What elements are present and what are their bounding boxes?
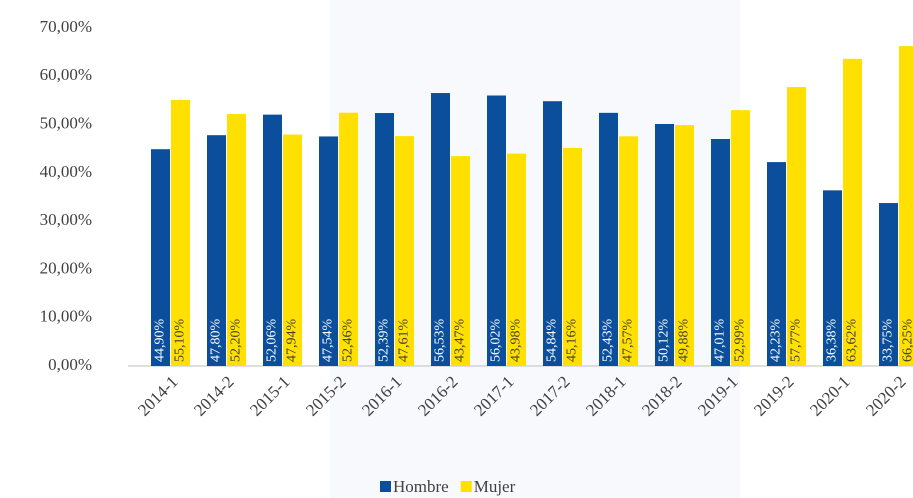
bar bbox=[395, 136, 414, 366]
value-label: 66,25% bbox=[901, 319, 913, 363]
bar bbox=[655, 123, 674, 366]
value-label: 42,23% bbox=[769, 319, 784, 363]
bar bbox=[543, 101, 562, 366]
value-label: 47,01% bbox=[713, 319, 728, 363]
value-label: 56,02% bbox=[489, 319, 504, 363]
value-label: 36,38% bbox=[825, 319, 840, 363]
bar bbox=[823, 190, 842, 366]
y-tick-label: 40,00% bbox=[40, 162, 92, 181]
y-tick-label: 20,00% bbox=[40, 258, 92, 277]
bar bbox=[339, 112, 358, 366]
legend-label: Hombre bbox=[393, 477, 449, 496]
bar bbox=[207, 135, 226, 366]
bar bbox=[507, 153, 526, 366]
bar bbox=[899, 46, 913, 366]
value-label: 54,84% bbox=[545, 319, 560, 363]
legend-swatch bbox=[460, 481, 472, 492]
value-label: 52,43% bbox=[601, 319, 616, 363]
bar bbox=[263, 114, 282, 366]
value-label: 44,90% bbox=[153, 319, 168, 363]
value-label: 45,16% bbox=[565, 319, 580, 363]
bar bbox=[767, 162, 786, 366]
value-label: 52,99% bbox=[733, 319, 748, 363]
value-label: 52,06% bbox=[265, 319, 280, 363]
bar bbox=[451, 156, 470, 366]
bar bbox=[563, 147, 582, 366]
bar bbox=[675, 125, 694, 367]
bar bbox=[843, 58, 862, 367]
value-label: 47,57% bbox=[621, 319, 636, 363]
bar bbox=[879, 203, 898, 366]
value-label: 47,54% bbox=[321, 319, 336, 363]
bar bbox=[599, 112, 618, 366]
bar bbox=[375, 113, 394, 366]
bar bbox=[319, 136, 338, 366]
value-label: 43,98% bbox=[509, 319, 524, 363]
value-label: 57,77% bbox=[789, 319, 804, 363]
value-label: 52,46% bbox=[341, 319, 356, 363]
value-label: 52,39% bbox=[377, 319, 392, 363]
y-tick-label: 60,00% bbox=[40, 65, 92, 84]
bar bbox=[731, 110, 750, 366]
value-label: 43,47% bbox=[453, 319, 468, 363]
legend-swatch bbox=[380, 481, 391, 492]
y-tick-label: 10,00% bbox=[40, 307, 92, 326]
value-label: 47,80% bbox=[209, 319, 224, 363]
value-label: 49,88% bbox=[677, 319, 692, 363]
value-label: 56,53% bbox=[433, 319, 448, 363]
value-label: 47,94% bbox=[285, 319, 300, 363]
bar bbox=[171, 99, 190, 367]
value-label: 47,61% bbox=[397, 319, 412, 363]
bar bbox=[711, 139, 730, 366]
y-tick-label: 70,00% bbox=[40, 17, 92, 36]
bar bbox=[283, 134, 302, 366]
y-tick-label: 50,00% bbox=[40, 113, 92, 132]
value-label: 63,62% bbox=[845, 319, 860, 363]
bar bbox=[431, 93, 450, 366]
value-label: 55,10% bbox=[173, 319, 188, 363]
value-label: 33,75% bbox=[881, 319, 896, 363]
bar bbox=[787, 87, 806, 366]
bar bbox=[619, 136, 638, 366]
value-label: 52,20% bbox=[229, 319, 244, 363]
bar bbox=[151, 149, 170, 366]
legend-label: Mujer bbox=[474, 477, 516, 496]
y-tick-label: 0,00% bbox=[48, 355, 92, 374]
bar bbox=[487, 95, 506, 367]
value-label: 50,12% bbox=[657, 319, 672, 363]
bar bbox=[227, 113, 246, 366]
y-tick-label: 30,00% bbox=[40, 210, 92, 229]
